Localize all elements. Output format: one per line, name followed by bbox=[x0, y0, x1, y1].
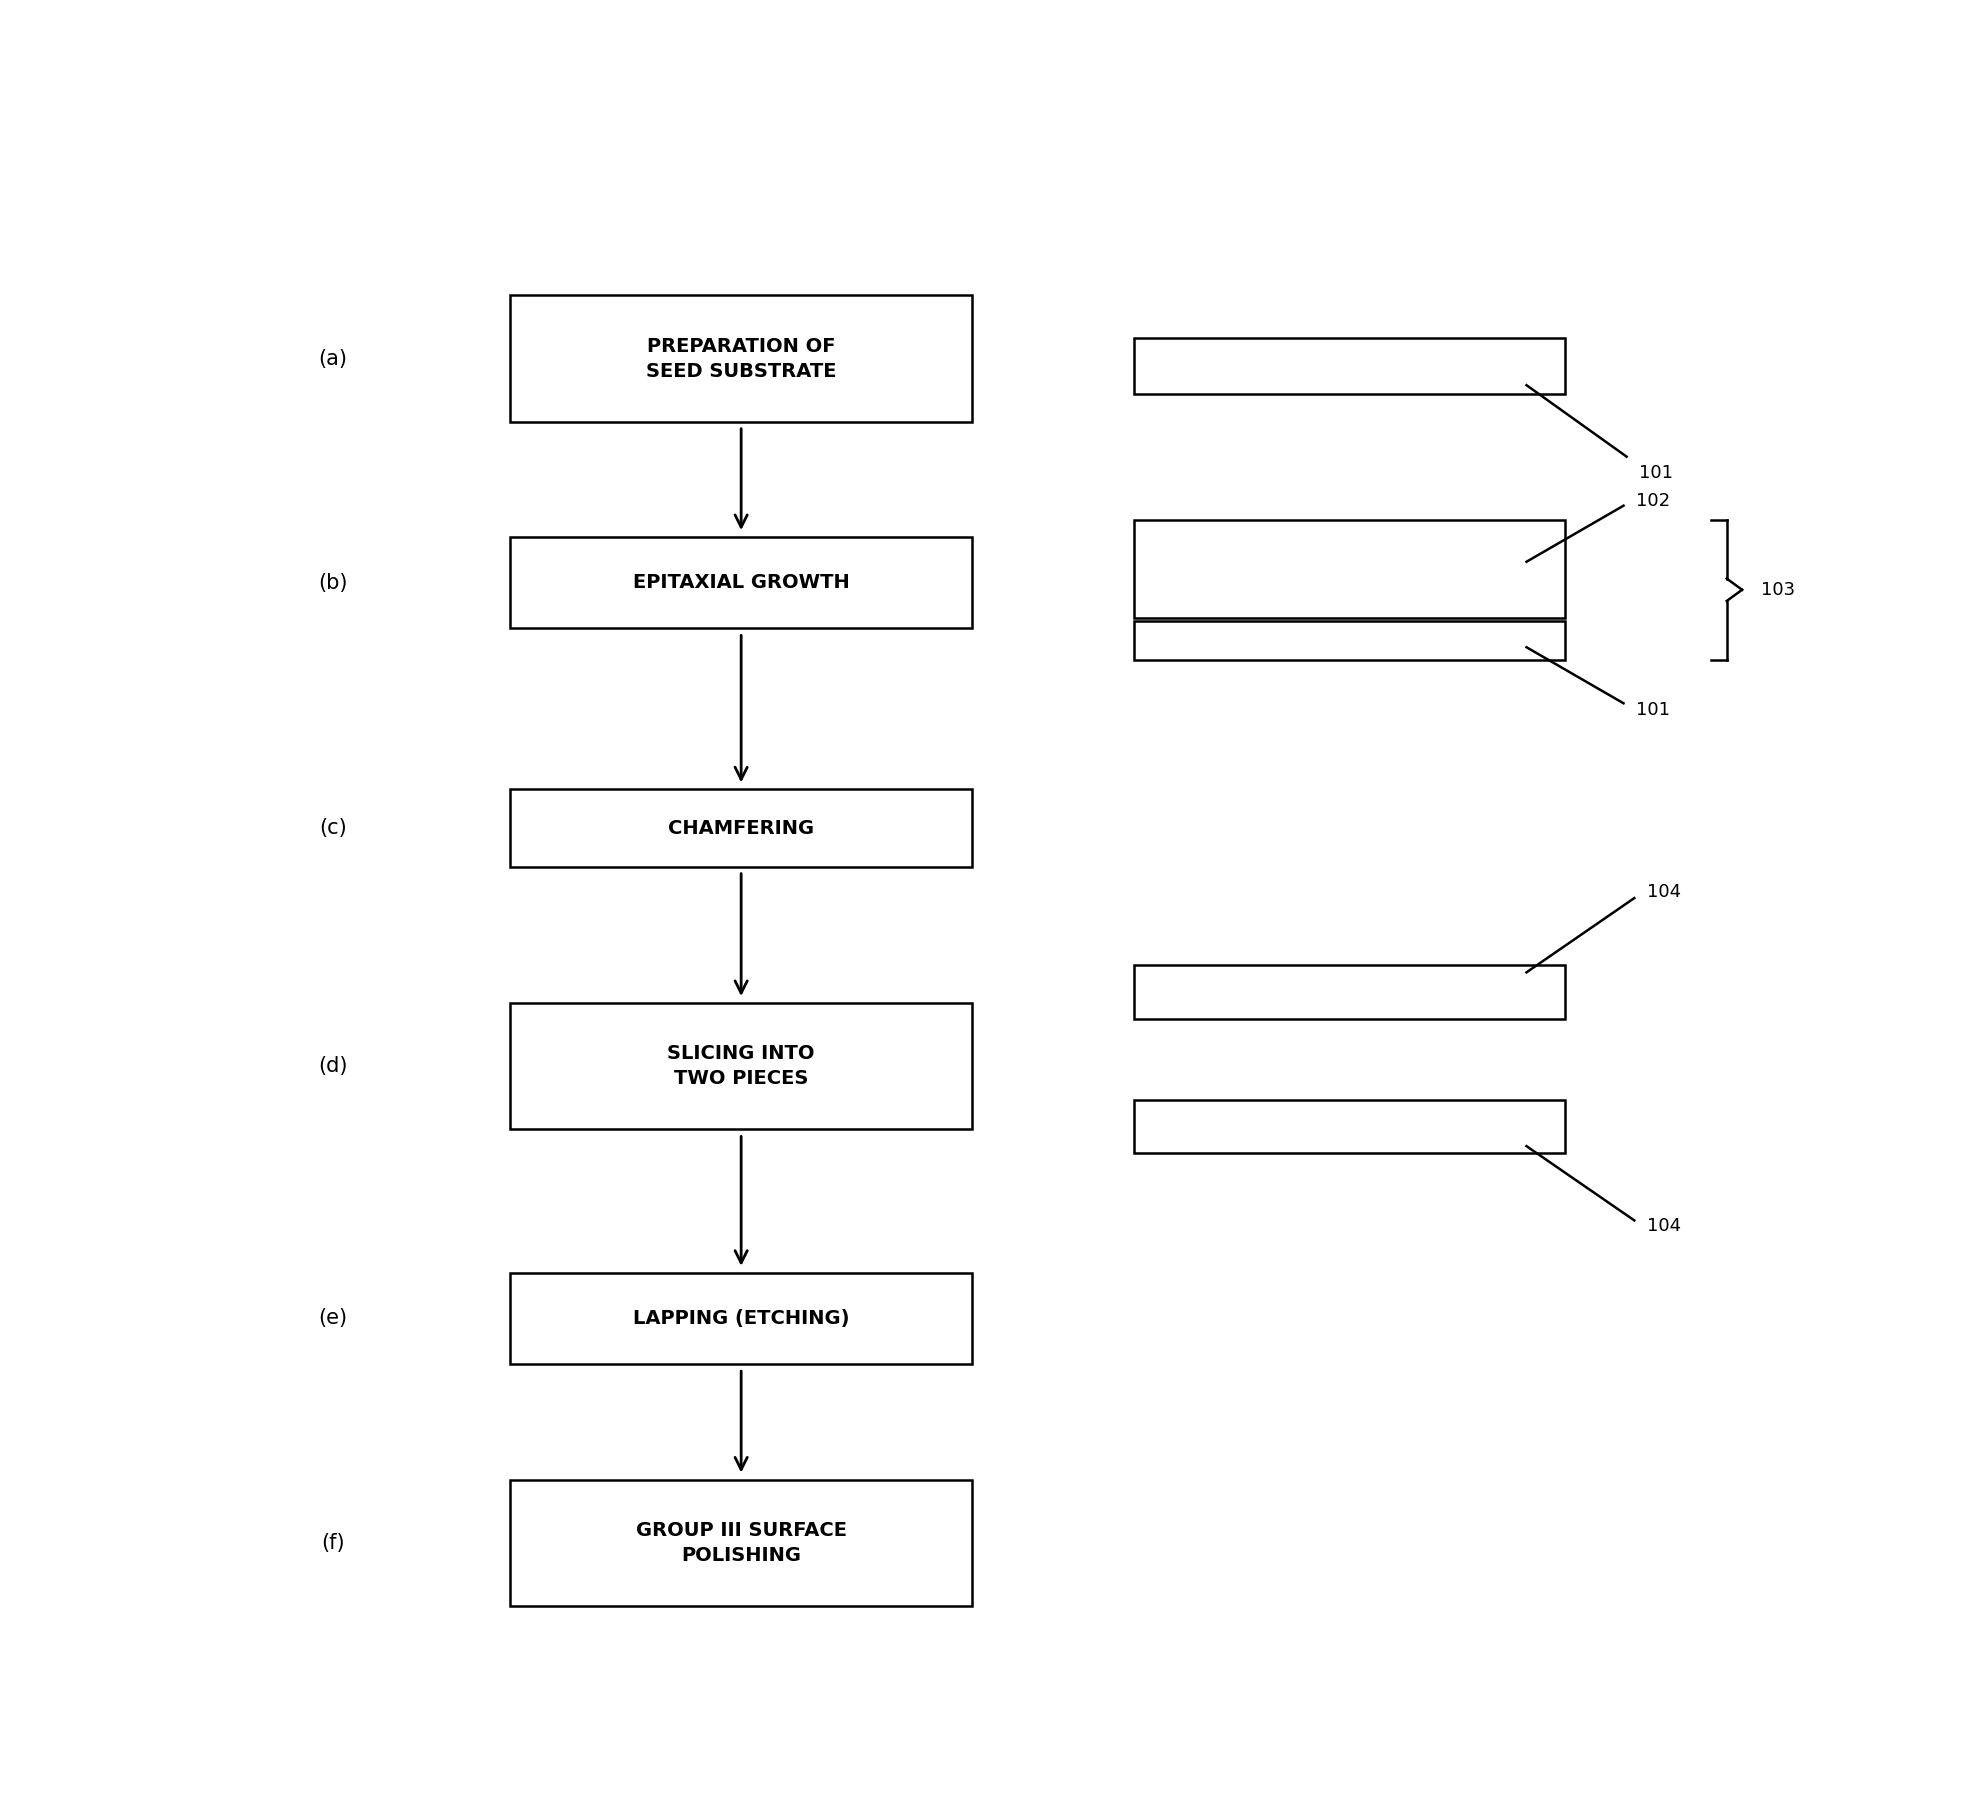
Text: PREPARATION OF
SEED SUBSTRATE: PREPARATION OF SEED SUBSTRATE bbox=[646, 337, 837, 380]
Bar bbox=[511, 1003, 972, 1128]
Text: SLICING INTO
TWO PIECES: SLICING INTO TWO PIECES bbox=[668, 1045, 815, 1088]
Text: (e): (e) bbox=[318, 1309, 348, 1329]
Bar bbox=[1135, 337, 1566, 393]
Text: 102: 102 bbox=[1635, 493, 1669, 510]
Text: EPITAXIAL GROWTH: EPITAXIAL GROWTH bbox=[632, 573, 850, 592]
Bar bbox=[1135, 965, 1566, 1019]
Bar bbox=[511, 1272, 972, 1363]
Text: 101: 101 bbox=[1639, 464, 1673, 482]
Text: (a): (a) bbox=[318, 349, 348, 368]
Bar bbox=[511, 1480, 972, 1605]
Text: (f): (f) bbox=[322, 1532, 346, 1552]
Text: 103: 103 bbox=[1760, 581, 1794, 599]
Text: (c): (c) bbox=[320, 817, 348, 837]
Text: CHAMFERING: CHAMFERING bbox=[668, 819, 815, 837]
Text: 104: 104 bbox=[1647, 1218, 1681, 1236]
Bar bbox=[511, 537, 972, 628]
Text: 104: 104 bbox=[1647, 883, 1681, 901]
Bar bbox=[1135, 1099, 1566, 1154]
Text: GROUP III SURFACE
POLISHING: GROUP III SURFACE POLISHING bbox=[636, 1522, 846, 1565]
Bar bbox=[511, 790, 972, 866]
Bar bbox=[511, 295, 972, 422]
Text: 101: 101 bbox=[1635, 701, 1669, 719]
Text: LAPPING (ETCHING): LAPPING (ETCHING) bbox=[634, 1309, 848, 1329]
Bar bbox=[1135, 621, 1566, 661]
Text: (d): (d) bbox=[318, 1056, 348, 1076]
Bar bbox=[1135, 521, 1566, 617]
Text: (b): (b) bbox=[318, 573, 348, 593]
